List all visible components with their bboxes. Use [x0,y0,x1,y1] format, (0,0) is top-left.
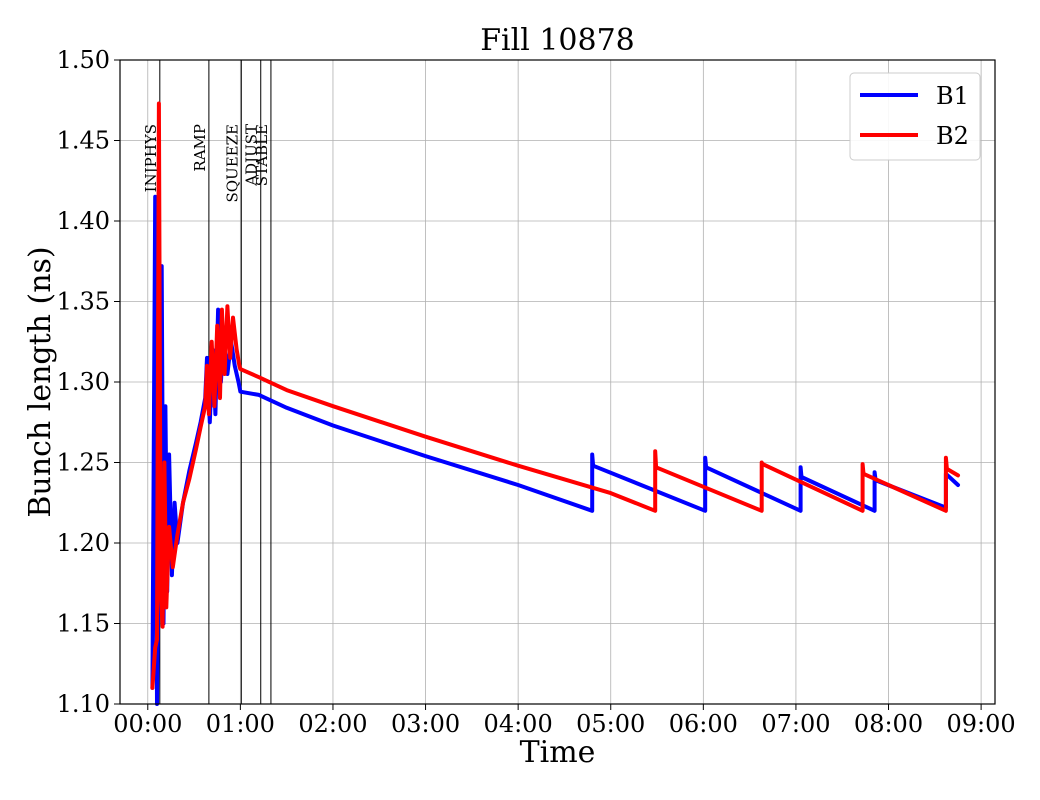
x-tick-label: 01:00 [206,710,275,738]
phase-label: ADJUST [243,124,261,187]
y-tick-label: 1.20 [57,529,110,557]
series-line-b1 [150,194,960,706]
y-tick-label: 1.30 [57,368,110,396]
x-tick-label: 09:00 [947,710,1016,738]
x-tick-label: 06:00 [669,710,738,738]
phase-label: RAMP [191,124,209,172]
phase-label: INJPHYS [142,124,160,192]
series-line-b2 [150,101,960,690]
x-axis-ticks: 00:00 01:00 02:00 03:00 04:00 05:00 06:00 07:00… [113,704,1016,738]
x-tick-label: 08:00 [854,710,923,738]
x-tick-label: 02:00 [298,710,367,738]
phase-label: STABLE [253,124,271,186]
y-tick-label: 1.40 [57,207,110,235]
y-tick-label: 1.45 [57,127,110,155]
y-tick-label: 1.10 [57,690,110,718]
y-axis-ticks: 1.10 1.15 1.20 1.25 1.30 1.35 1.40 1.45 1.50 [57,46,120,718]
y-tick-label: 1.25 [57,449,110,477]
y-tick-label: 1.35 [57,288,110,316]
x-tick-label: 05:00 [576,710,645,738]
legend-label-b1: B1 [936,82,969,110]
y-axis-label: Bunch length (ns) [23,246,58,517]
phase-label: SQUEEZE [223,124,241,203]
x-tick-label: 04:00 [484,710,553,738]
series-lines [150,101,960,706]
x-tick-label: 07:00 [761,710,830,738]
x-tick-label: 00:00 [113,710,182,738]
x-tick-label: 03:00 [391,710,460,738]
legend-label-b2: B2 [936,122,969,150]
y-tick-label: 1.15 [57,610,110,638]
y-tick-label: 1.50 [57,46,110,74]
x-axis-label: Time [520,735,596,770]
chart-title: Fill 10878 [480,23,635,58]
